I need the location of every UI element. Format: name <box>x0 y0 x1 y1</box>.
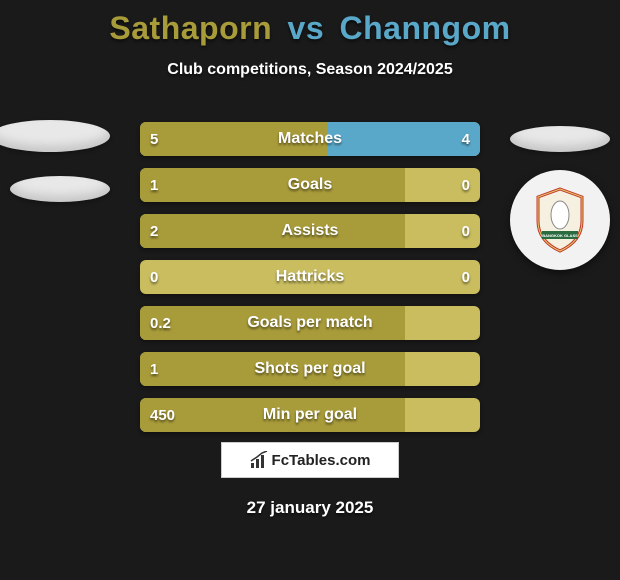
stat-row: 10Goals <box>140 168 480 202</box>
stat-left-fill <box>140 122 327 156</box>
infographic-container: Sathaporn vs Channgom Club competitions,… <box>0 0 620 580</box>
placeholder-oval <box>10 176 110 202</box>
chart-icon <box>250 451 268 469</box>
stat-right-value: 0 <box>452 260 480 294</box>
stat-right-value <box>460 398 480 432</box>
stats-bars: 54Matches10Goals20Assists00Hattricks0.2G… <box>140 122 480 444</box>
badge-text: BANGKOK GLASS <box>542 233 578 238</box>
stat-right-fill <box>327 122 480 156</box>
stat-label: Hattricks <box>140 260 480 294</box>
stat-right-value: 0 <box>452 168 480 202</box>
stat-left-fill <box>140 398 405 432</box>
stat-row: 1Shots per goal <box>140 352 480 386</box>
subtitle: Club competitions, Season 2024/2025 <box>0 61 620 79</box>
comparison-title: Sathaporn vs Channgom <box>0 0 620 47</box>
stat-row: 54Matches <box>140 122 480 156</box>
stat-left-fill <box>140 214 405 248</box>
left-placeholder-ovals <box>0 120 110 202</box>
shield-icon: BANGKOK GLASS <box>532 187 588 253</box>
stat-left-value: 0 <box>140 260 168 294</box>
fctables-logo: FcTables.com <box>221 442 399 478</box>
stat-row: 20Assists <box>140 214 480 248</box>
stat-left-fill <box>140 306 405 340</box>
stat-left-fill <box>140 352 405 386</box>
footer-date: 27 january 2025 <box>0 498 620 518</box>
stat-right-value <box>460 306 480 340</box>
placeholder-oval <box>0 120 110 152</box>
player2-name: Channgom <box>340 10 511 46</box>
vs-label: vs <box>288 10 325 46</box>
team-badge: BANGKOK GLASS <box>510 170 610 270</box>
player1-name: Sathaporn <box>109 10 272 46</box>
stat-row: 450Min per goal <box>140 398 480 432</box>
brand-text: FcTables.com <box>272 452 371 469</box>
stat-row: 0 0Hattricks <box>140 260 480 294</box>
placeholder-oval <box>510 126 610 152</box>
stat-left-fill <box>140 168 405 202</box>
stat-right-value: 0 <box>452 214 480 248</box>
stat-row: 0.2Goals per match <box>140 306 480 340</box>
stat-right-value <box>460 352 480 386</box>
